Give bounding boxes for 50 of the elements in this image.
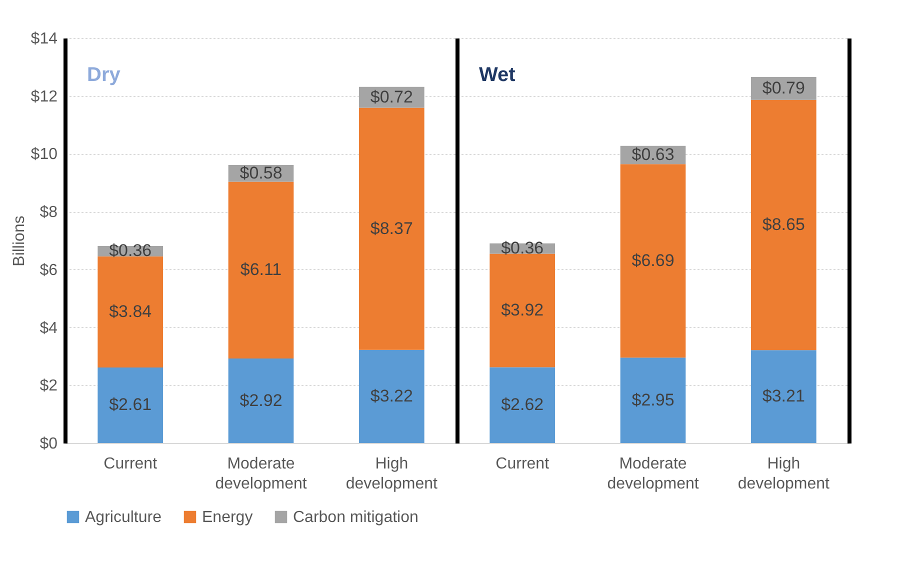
x-tick-label: Moderate development [215,456,308,492]
bar [98,367,163,443]
data-label: $2.95 [632,390,674,410]
data-label: $0.58 [240,163,282,182]
data-label: $8.65 [762,215,805,234]
data-label: $3.92 [501,300,544,320]
x-tick-label: High development [738,456,830,492]
y-tick-label: $2 [40,378,58,395]
data-label: $0.36 [501,238,544,258]
data-label: $3.84 [109,302,152,321]
data-label: $2.92 [240,390,282,410]
data-label: $0.79 [762,78,805,98]
y-axis-title: Billions [10,216,28,266]
bar [359,350,424,443]
bar [751,350,816,443]
y-tick-label: $10 [30,146,58,164]
y-tick-label: $0 [40,436,58,452]
data-label: $8.37 [370,218,413,238]
x-tick-label: High development [346,456,438,492]
data-label: $0.63 [632,145,674,164]
y-tick-label: $4 [40,320,58,337]
x-tick-label: Current [496,456,550,472]
data-label: $0.72 [370,87,413,106]
bar [98,256,163,368]
bar [359,108,424,350]
x-tick-label: Current [104,456,158,472]
bar [228,182,294,359]
bar [490,367,555,443]
data-label: $3.22 [370,386,413,406]
y-tick-label: $8 [40,204,58,222]
bar [228,358,294,443]
annotation: Dry [87,64,122,86]
bar [620,164,686,358]
data-label: $6.11 [240,260,282,280]
bar [751,100,816,350]
data-label: $3.21 [762,386,805,406]
y-tick-label: $6 [40,262,58,279]
bar [490,254,555,368]
y-tick-label: $12 [30,88,58,106]
data-label: $2.61 [109,395,152,414]
data-label: $2.62 [501,395,544,414]
annotation: Wet [479,64,516,86]
x-tick-label: Moderate development [607,456,700,492]
legend-label: Energy [202,509,253,526]
legend-label: Carbon mitigation [293,509,418,526]
data-label: $6.69 [632,250,674,270]
legend-label: Agriculture [85,509,162,526]
y-tick-label: $14 [30,30,58,48]
data-label: $0.36 [109,241,152,260]
bar [620,358,686,443]
